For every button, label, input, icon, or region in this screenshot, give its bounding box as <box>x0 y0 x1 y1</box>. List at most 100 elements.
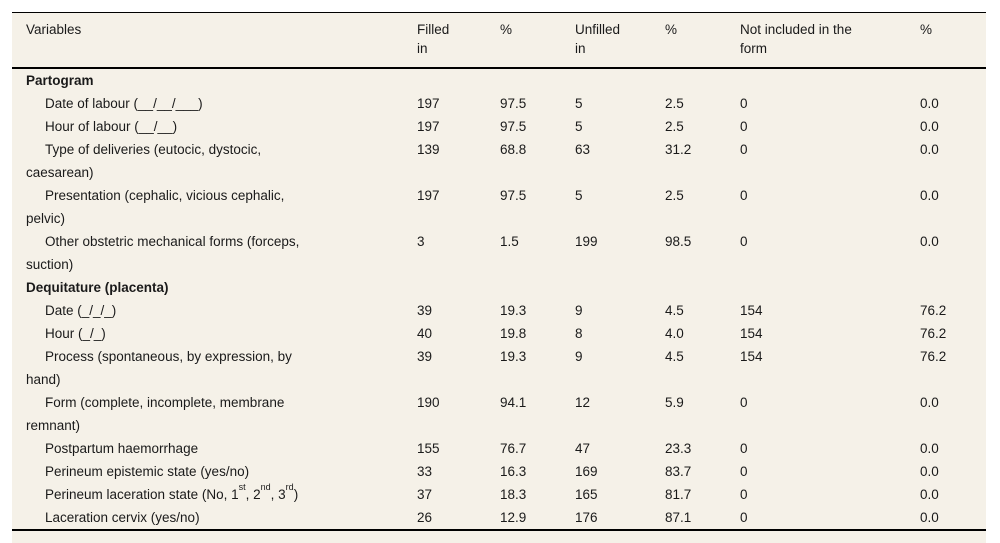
table-row: Type of deliveries (eutocic, dystocic, c… <box>12 138 986 184</box>
cell-filled: 39 <box>417 303 433 318</box>
row-variable-label: Presentation (cephalic, vicious cephalic… <box>26 188 285 226</box>
cell-not-included: 0 <box>740 487 748 502</box>
cell-not-included: 0 <box>740 96 748 111</box>
cell-filled-pct <box>500 276 575 299</box>
table-row: Date (_/_/_) 39 19.3 9 4.5 154 76.2 <box>12 299 986 322</box>
cell-unfilled-pct: 5.9 <box>665 395 684 410</box>
cell-filled-pct: 12.9 <box>500 510 527 525</box>
cell-filled-pct: 97.5 <box>500 96 527 111</box>
cell-unfilled-pct: 2.5 <box>665 119 684 134</box>
col-header-variables: Variables <box>12 12 417 69</box>
cell-not-included-pct: 0.0 <box>920 234 939 249</box>
cell-filled-pct: 97.5 <box>500 119 527 134</box>
cell-filled-pct <box>500 68 575 92</box>
cell-not-included-pct: 0.0 <box>920 188 939 203</box>
table-row: Perineum epistemic state (yes/no) 33 16.… <box>12 460 986 483</box>
cell-unfilled-pct: 98.5 <box>665 234 692 249</box>
cell-unfilled: 9 <box>575 349 583 364</box>
col-header-not-included: Not included in the form <box>740 12 920 69</box>
cell-filled-pct: 1.5 <box>500 234 519 249</box>
cell-not-included-pct: 76.2 <box>920 349 947 364</box>
cell-filled: 155 <box>417 441 440 456</box>
cell-unfilled <box>575 276 665 299</box>
cell-not-included: 0 <box>740 142 748 157</box>
cell-unfilled-pct: 4.5 <box>665 349 684 364</box>
cell-filled: 37 <box>417 487 433 502</box>
cell-filled: 197 <box>417 119 440 134</box>
cell-filled-pct: 68.8 <box>500 142 527 157</box>
table-row: Postpartum haemorrhage 155 76.7 47 23.3 … <box>12 437 986 460</box>
cell-not-included-pct <box>920 276 986 299</box>
row-variable-label: Date (_/_/_) <box>45 303 117 318</box>
row-variable-label: Date of labour (__/__/___) <box>45 96 203 111</box>
cell-filled: 40 <box>417 326 433 341</box>
cell-filled-pct: 94.1 <box>500 395 527 410</box>
cell-unfilled-pct <box>665 68 740 92</box>
cell-filled: 190 <box>417 395 440 410</box>
cell-not-included-pct: 0.0 <box>920 96 939 111</box>
table-row: Partogram <box>12 68 986 92</box>
cell-unfilled-pct: 23.3 <box>665 441 692 456</box>
cell-not-included-pct: 0.0 <box>920 441 939 456</box>
cell-filled-pct: 19.3 <box>500 303 527 318</box>
cell-not-included <box>740 276 920 299</box>
col-header-filled-in: Filled in <box>417 12 500 69</box>
cell-unfilled: 5 <box>575 188 583 203</box>
cell-not-included-pct: 76.2 <box>920 326 947 341</box>
cell-unfilled-pct: 4.5 <box>665 303 684 318</box>
cell-unfilled-pct: 2.5 <box>665 188 684 203</box>
cell-not-included: 0 <box>740 119 748 134</box>
cell-not-included: 0 <box>740 188 748 203</box>
cell-unfilled: 47 <box>575 441 591 456</box>
cell-filled <box>417 68 500 92</box>
row-variable-label: Perineum laceration state (No, 1st, 2nd,… <box>45 481 299 502</box>
cell-unfilled: 169 <box>575 464 598 479</box>
cell-filled: 26 <box>417 510 433 525</box>
cell-unfilled-pct: 4.0 <box>665 326 684 341</box>
cell-not-included <box>740 68 920 92</box>
cell-unfilled: 8 <box>575 326 583 341</box>
cell-not-included: 0 <box>740 234 748 249</box>
table-row: Form (complete, incomplete, membrane rem… <box>12 391 986 437</box>
cell-not-included-pct <box>920 68 986 92</box>
table-row: Hour (_/_) 40 19.8 8 4.0 154 76.2 <box>12 322 986 345</box>
cell-unfilled-pct: 81.7 <box>665 487 692 502</box>
cell-unfilled: 63 <box>575 142 591 157</box>
table-row: Laceration cervix (yes/no) 26 12.9 176 8… <box>12 506 986 530</box>
col-header-not-included-pct: % <box>920 12 986 69</box>
cell-filled-pct: 76.7 <box>500 441 527 456</box>
table-sheet: Variables Filled in % Unfilled in % Not … <box>12 12 986 543</box>
cell-unfilled: 9 <box>575 303 583 318</box>
cell-unfilled: 12 <box>575 395 591 410</box>
cell-not-included: 0 <box>740 464 748 479</box>
cell-not-included-pct: 0.0 <box>920 142 939 157</box>
cell-filled-pct: 19.8 <box>500 326 527 341</box>
table-row: Presentation (cephalic, vicious cephalic… <box>12 184 986 230</box>
cell-unfilled: 165 <box>575 487 598 502</box>
row-variable-label: Hour of labour (__/__) <box>45 119 178 134</box>
cell-filled <box>417 276 500 299</box>
row-variable-label: Form (complete, incomplete, membrane rem… <box>26 395 285 433</box>
row-variable-label: Partogram <box>26 73 94 88</box>
cell-unfilled: 5 <box>575 96 583 111</box>
table-body: Partogram Date of labour (__/__/___) 197… <box>12 68 986 530</box>
cell-unfilled: 176 <box>575 510 598 525</box>
row-variable-label: Dequitature (placenta) <box>26 280 169 295</box>
table-row: Other obstetric mechanical forms (forcep… <box>12 230 986 276</box>
table-row: Perineum laceration state (No, 1st, 2nd,… <box>12 481 986 506</box>
row-variable-label: Perineum epistemic state (yes/no) <box>45 464 250 479</box>
cell-not-included: 154 <box>740 326 763 341</box>
row-variable-label: Postpartum haemorrhage <box>45 441 199 456</box>
row-variable-label: Laceration cervix (yes/no) <box>45 510 200 525</box>
cell-not-included-pct: 0.0 <box>920 487 939 502</box>
cell-filled: 197 <box>417 188 440 203</box>
col-header-unfilled-pct: % <box>665 12 740 69</box>
cell-unfilled-pct: 87.1 <box>665 510 692 525</box>
variables-completion-table: Variables Filled in % Unfilled in % Not … <box>12 12 986 531</box>
cell-unfilled: 5 <box>575 119 583 134</box>
table-row: Date of labour (__/__/___) 197 97.5 5 2.… <box>12 92 986 115</box>
row-variable-label: Process (spontaneous, by expression, by … <box>26 349 292 387</box>
cell-unfilled-pct <box>665 276 740 299</box>
table-header: Variables Filled in % Unfilled in % Not … <box>12 12 986 69</box>
